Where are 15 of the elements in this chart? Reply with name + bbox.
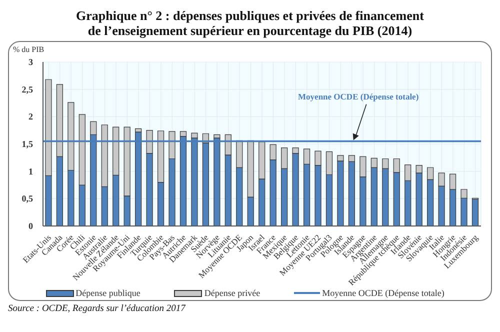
y-tick-label: 0 xyxy=(28,221,34,231)
source-note: Source : OCDE, Regards sur l’éducation 2017 xyxy=(8,304,187,314)
text: Moyenne OCDE (Dépense totale) xyxy=(298,91,419,102)
legend-label: Dépense privée xyxy=(203,288,260,298)
y-tick-label: 3 xyxy=(28,57,34,67)
y-tick-label: 2,5 xyxy=(22,84,34,94)
y-axis-title: % du PIB xyxy=(13,45,44,54)
legend-label: Moyenne OCDE (Dépense totale) xyxy=(321,288,444,298)
chart-title: Graphique n° 2 : dépenses publiques et privées de financement de l’enseignement supérieur en pourcentage du PIB (2014) xyxy=(75,8,425,38)
y-tick-label: 1 xyxy=(28,166,34,176)
y-tick-label: 0,5 xyxy=(22,194,34,204)
y-tick-label: 1,5 xyxy=(22,139,34,149)
legend-label: Dépense publique xyxy=(74,288,140,298)
y-tick-label: 2 xyxy=(28,112,34,122)
bar xyxy=(472,198,479,226)
